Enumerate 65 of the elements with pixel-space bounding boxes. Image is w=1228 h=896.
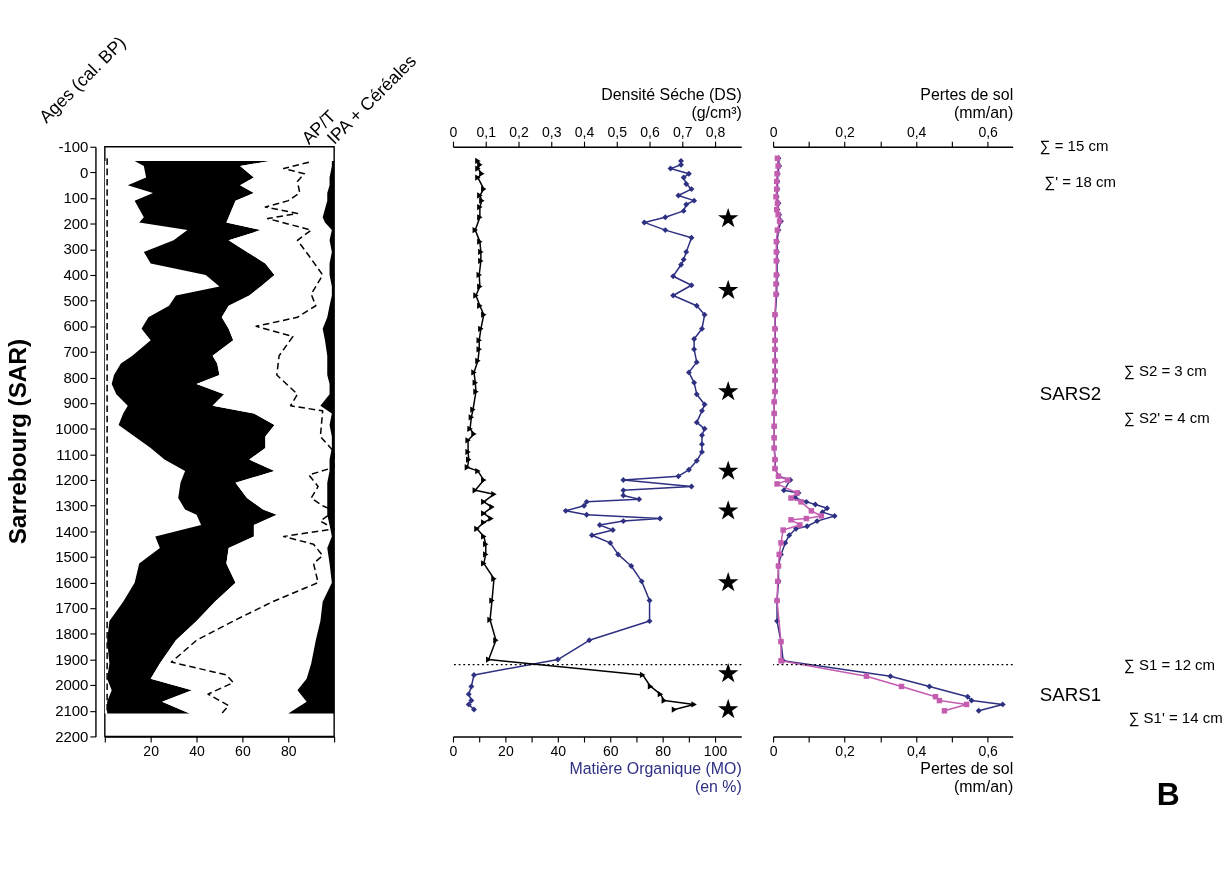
- text: B: [1156, 775, 1180, 812]
- x-tick-label: 40: [189, 742, 206, 759]
- y-tick-label: 300: [63, 240, 89, 258]
- x-tick-label: 100: [703, 742, 728, 759]
- text: ∑ S1' = 14 cm: [1128, 709, 1223, 728]
- x-tick-label: 40: [550, 742, 567, 759]
- y-tick-label: 1400: [55, 522, 89, 540]
- y-tick-label: 2100: [55, 701, 89, 719]
- y-tick-label: 700: [63, 343, 89, 361]
- x2-tick-label: 0,8: [705, 123, 726, 140]
- x-tick-label: 60: [602, 742, 619, 759]
- y-tick-label: 2000: [55, 676, 89, 694]
- x2-tick-label: 0,5: [607, 123, 628, 140]
- x2-tick-label: 0,4: [906, 123, 927, 140]
- x2-tick-label: 0,3: [542, 123, 562, 140]
- y-tick-label: 900: [63, 394, 89, 412]
- x-tick-label: 20: [143, 742, 160, 759]
- x-tick-label: 20: [498, 742, 514, 759]
- y-tick-label: -100: [58, 137, 89, 155]
- x-tick-label: 0,2: [835, 742, 856, 759]
- y-tick-label: 1700: [55, 599, 89, 617]
- y-tick-label: 500: [63, 291, 89, 309]
- y-tick-label: 800: [63, 368, 89, 386]
- y-tick-label: 1300: [55, 496, 89, 514]
- y-tick-label: 1200: [55, 471, 89, 489]
- x2-tick-label: 0,4: [574, 123, 595, 140]
- x-tick-label: 80: [280, 742, 297, 759]
- x2-tick-label: 0,2: [835, 123, 856, 140]
- y-tick-label: 1600: [55, 573, 89, 591]
- text: ∑ S1 = 12 cm: [1124, 656, 1216, 675]
- x2-axis-title: Densité Séche (DS) (g/cm³): [601, 86, 742, 122]
- x2-axis-title: Pertes de sol (mm/an): [920, 86, 1014, 122]
- text: ∑' = 18 cm: [1044, 172, 1116, 191]
- x-tick-label: 60: [235, 742, 251, 759]
- x-tick-label: 0: [449, 742, 458, 759]
- y-tick-label: 1100: [56, 445, 89, 463]
- x-axis-title: Matière Organique (MO) (en %): [569, 760, 742, 796]
- x2-tick-label: 0,6: [978, 123, 999, 140]
- text: ∑ S2' = 4 cm: [1124, 408, 1210, 427]
- y-tick-label: 2200: [55, 727, 89, 745]
- y-tick-label: 400: [63, 266, 89, 284]
- y-tick-label: 0: [80, 163, 89, 181]
- y-tick-label: 1000: [55, 419, 89, 437]
- y-tick-label: 1800: [55, 625, 89, 643]
- y-tick-label: 1500: [55, 548, 89, 566]
- x2-tick-label: 0: [769, 123, 778, 140]
- text: ∑ S2 = 3 cm: [1124, 361, 1207, 380]
- x-tick-label: 0: [769, 742, 778, 759]
- text: SARS1: [1039, 683, 1102, 705]
- x-tick-label: 80: [655, 742, 672, 759]
- x2-tick-label: 0,6: [640, 123, 660, 140]
- text: Sarrebourg (SAR): [3, 338, 31, 545]
- x-axis-title: Pertes de sol (mm/an): [920, 760, 1014, 796]
- x2-tick-label: 0: [449, 123, 458, 140]
- x2-tick-label: 0,7: [673, 123, 693, 140]
- y-tick-label: 1900: [55, 650, 89, 668]
- x2-tick-label: 0,2: [509, 123, 529, 140]
- x2-tick-label: 0,1: [476, 123, 497, 140]
- y-tick-label: 200: [63, 214, 89, 232]
- y-tick-label: 600: [63, 317, 89, 335]
- y-tick-label: 100: [63, 189, 89, 207]
- text: ∑ = 15 cm: [1039, 137, 1109, 156]
- text: SARS2: [1039, 383, 1102, 405]
- x-tick-label: 0,6: [978, 742, 999, 759]
- x-tick-label: 0,4: [906, 742, 927, 759]
